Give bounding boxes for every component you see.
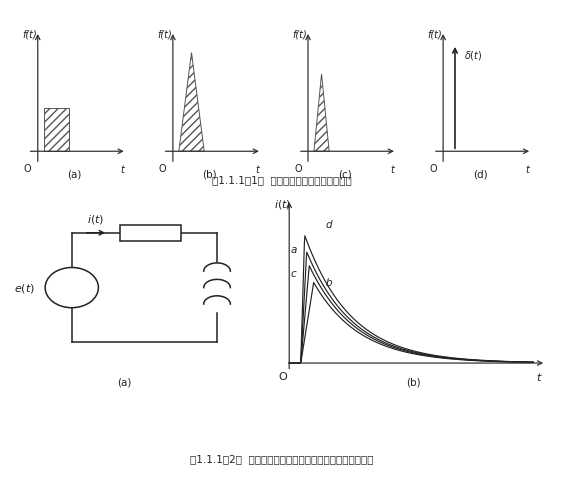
Text: (b): (b) (406, 377, 421, 387)
Text: f(t): f(t) (22, 29, 37, 39)
Text: $i(t)$: $i(t)$ (87, 212, 105, 225)
Text: t: t (120, 165, 124, 175)
Text: d: d (325, 219, 332, 229)
Text: 图1.1.1（2）  形状不同而冲量相同的各种窄脉冲及响应波形: 图1.1.1（2） 形状不同而冲量相同的各种窄脉冲及响应波形 (190, 454, 373, 464)
Text: (a): (a) (68, 169, 82, 179)
Text: $e(t)$: $e(t)$ (15, 281, 35, 295)
Text: f(t): f(t) (427, 29, 442, 39)
Circle shape (45, 268, 99, 308)
Text: t: t (391, 165, 395, 175)
Text: O: O (294, 164, 302, 174)
Text: (b): (b) (203, 169, 217, 179)
Text: t: t (536, 372, 540, 382)
Text: a: a (291, 244, 297, 254)
Text: O: O (279, 371, 287, 381)
Text: O: O (159, 164, 167, 174)
Text: (a): (a) (117, 377, 131, 387)
Bar (120, 225, 181, 241)
Text: f(t): f(t) (292, 29, 307, 39)
Bar (44, 109, 69, 152)
Text: O: O (24, 164, 32, 174)
Text: t: t (526, 165, 530, 175)
Text: f(t): f(t) (157, 29, 172, 39)
Text: (c): (c) (338, 169, 352, 179)
Text: 图1.1.1（1）  冲量相等、形状不同的窄脉冲: 图1.1.1（1） 冲量相等、形状不同的窄脉冲 (212, 175, 351, 185)
Text: O: O (429, 164, 437, 174)
Text: t: t (256, 165, 260, 175)
Polygon shape (314, 75, 329, 152)
Polygon shape (179, 53, 204, 152)
Text: c: c (291, 268, 296, 278)
Text: $i(t)$: $i(t)$ (274, 197, 292, 210)
Text: $\delta(t)$: $\delta(t)$ (464, 49, 483, 62)
Text: b: b (325, 278, 332, 288)
Text: (d): (d) (473, 169, 487, 179)
